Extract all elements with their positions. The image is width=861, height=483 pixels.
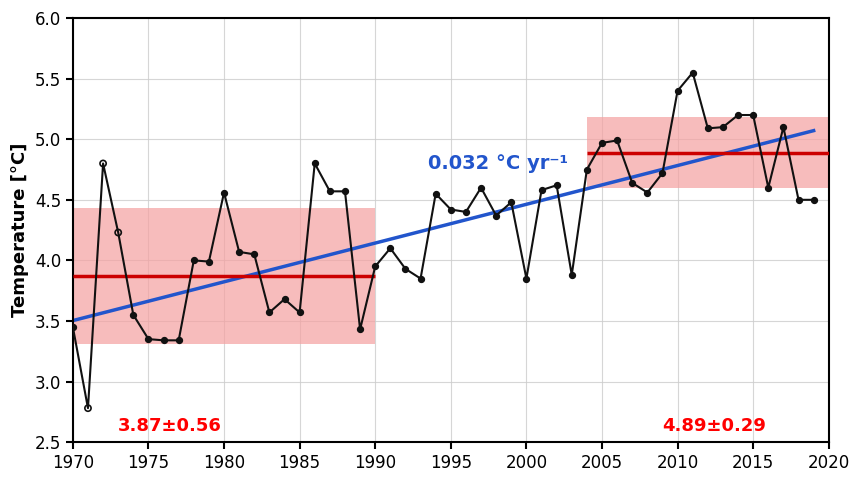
Point (701, 125, 715, 132)
Point (641, 189, 654, 197)
Text: 0.032 °C yr⁻¹: 0.032 °C yr⁻¹ (428, 154, 568, 173)
Point (293, 309, 307, 316)
Point (383, 244, 397, 252)
Point (807, 196, 821, 204)
Point (549, 182, 563, 189)
Point (323, 187, 337, 195)
Point (172, 337, 186, 344)
Bar (73, 208, 375, 344)
Point (202, 258, 216, 266)
Point (127, 311, 140, 319)
Point (141, 335, 155, 343)
Point (761, 184, 775, 192)
Point (686, 69, 700, 76)
Point (459, 208, 473, 216)
Point (565, 271, 579, 279)
Point (610, 137, 624, 144)
Y-axis label: Temperature [°C]: Temperature [°C] (11, 143, 29, 317)
Point (369, 263, 382, 270)
Point (655, 170, 669, 177)
Point (353, 326, 367, 333)
Point (580, 166, 594, 173)
Point (96, 159, 110, 167)
Point (308, 159, 322, 167)
Point (444, 206, 458, 213)
Point (247, 251, 261, 258)
Point (277, 295, 291, 303)
Point (746, 111, 760, 119)
Point (338, 187, 352, 195)
Point (777, 123, 790, 131)
Point (429, 190, 443, 198)
Point (81, 404, 95, 412)
Point (505, 199, 518, 206)
Point (263, 309, 276, 316)
Point (413, 275, 427, 283)
Point (399, 265, 412, 273)
Point (595, 139, 609, 147)
Point (157, 337, 170, 344)
Point (217, 189, 231, 197)
Point (625, 179, 639, 187)
Point (489, 212, 503, 219)
Point (716, 123, 730, 131)
Point (519, 275, 533, 283)
Point (187, 256, 201, 264)
Text: 4.89±0.29: 4.89±0.29 (662, 417, 766, 435)
Point (66, 323, 80, 331)
Bar (587, 117, 829, 188)
Point (111, 228, 125, 236)
Point (232, 248, 246, 256)
Point (731, 111, 745, 119)
Point (791, 196, 805, 204)
Point (535, 186, 548, 194)
Point (474, 184, 488, 192)
Text: 3.87±0.56: 3.87±0.56 (118, 417, 222, 435)
Point (671, 87, 684, 95)
